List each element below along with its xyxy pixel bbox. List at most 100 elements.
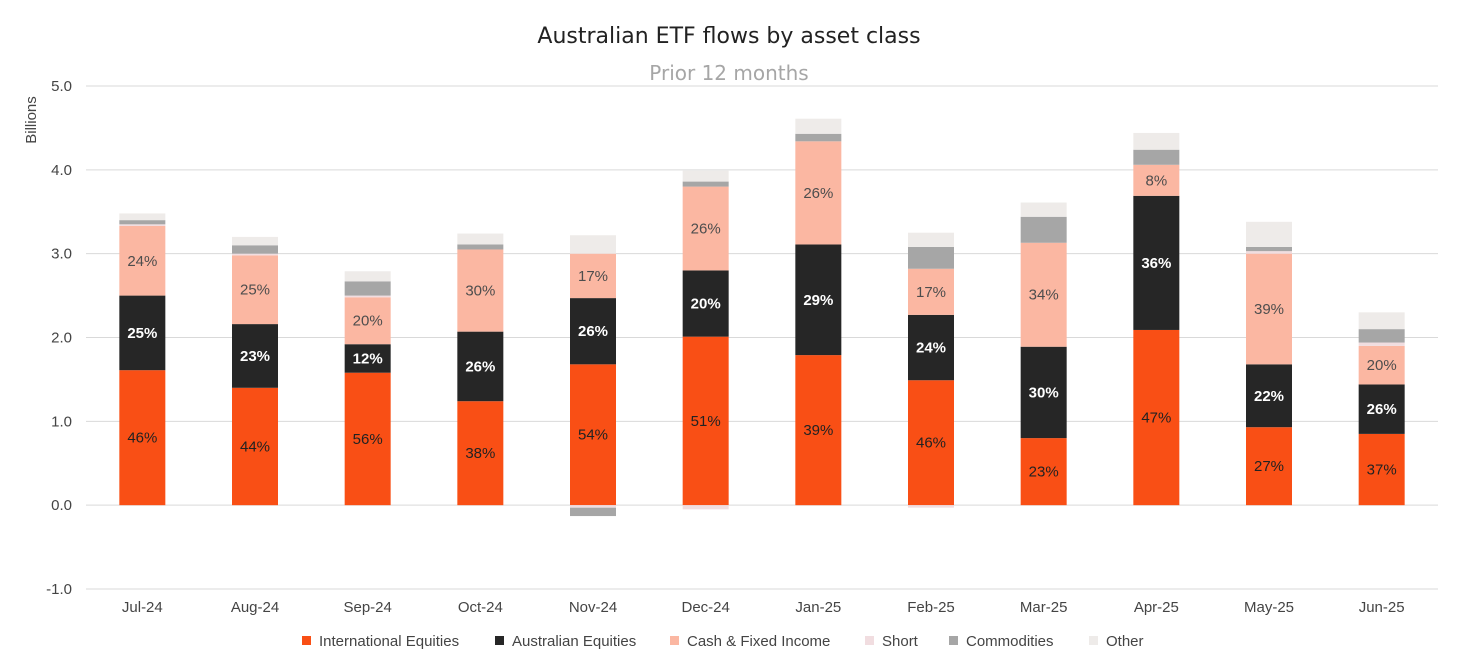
bar-segment — [570, 507, 616, 517]
y-tick-label: 2.0 — [51, 330, 72, 347]
data-label: 23% — [240, 348, 270, 365]
bar-segment — [682, 170, 729, 182]
bar-segment — [119, 370, 166, 506]
data-label: 56% — [353, 431, 383, 448]
chart-title: Australian ETF flows by asset class — [537, 24, 921, 49]
legend-label: Australian Equities — [512, 633, 636, 650]
data-label: 8% — [1145, 172, 1167, 189]
bar-segment — [682, 181, 729, 187]
data-label: 20% — [691, 296, 721, 313]
data-label: 36% — [1141, 255, 1171, 272]
legend-swatch — [1089, 636, 1098, 645]
bar-segment — [795, 141, 842, 245]
bar-segment — [119, 213, 166, 221]
bar-segment — [457, 249, 504, 332]
data-label: 26% — [578, 323, 608, 340]
bar-segment — [682, 505, 729, 510]
data-label: 29% — [803, 292, 833, 309]
y-tick-label: 1.0 — [51, 413, 72, 430]
y-tick-label: 3.0 — [51, 246, 72, 263]
bar-segment — [682, 336, 729, 506]
bar-segment — [1133, 132, 1180, 150]
data-label: 39% — [803, 422, 833, 439]
bar-segment — [232, 245, 278, 254]
bar-segment — [1246, 221, 1292, 247]
bar-segment — [1020, 438, 1067, 506]
x-tick-label: Mar-25 — [1020, 599, 1068, 616]
bar-segment — [232, 253, 278, 256]
bar-segment — [1358, 384, 1405, 434]
bar-segment — [908, 505, 954, 508]
bar-segment — [1358, 345, 1405, 385]
y-tick-label: 0.0 — [51, 497, 72, 514]
bar-segment — [344, 372, 391, 506]
data-label: 30% — [1029, 384, 1059, 401]
bar-segment — [457, 233, 504, 245]
bar-segment — [908, 268, 954, 315]
data-label: 24% — [916, 340, 946, 357]
bar-segment — [1133, 329, 1180, 506]
y-tick-label: 4.0 — [51, 162, 72, 179]
bar-segment — [570, 253, 616, 299]
bar-segment — [232, 255, 278, 325]
legend-swatch — [670, 636, 679, 645]
x-tick-label: Jan-25 — [795, 599, 841, 616]
segment-labels: 46% 25% 24% 44% 23% 25% 56% 12% 20% 38% 26% 30% 54% 2… — [127, 172, 1396, 480]
data-label: 38% — [465, 445, 495, 462]
data-label: 44% — [240, 438, 270, 455]
bar-segment — [1246, 427, 1292, 506]
bar-segment — [570, 505, 616, 508]
bar-segment — [1358, 433, 1405, 506]
x-tick-label: Feb-25 — [907, 599, 955, 616]
bar-segment — [119, 295, 166, 371]
bar-segment — [232, 324, 278, 388]
bar-segment — [1246, 246, 1292, 252]
bar-segment — [570, 235, 616, 254]
bar-segment — [908, 246, 954, 269]
bar-segment — [908, 232, 954, 247]
y-tick-label: -1.0 — [46, 581, 72, 598]
data-label: 17% — [916, 284, 946, 301]
bar-segment — [1020, 242, 1067, 347]
x-tick-label: Dec-24 — [681, 599, 729, 616]
legend-label: Other — [1106, 633, 1144, 650]
bar-segment — [1133, 149, 1180, 165]
data-label: 51% — [691, 413, 721, 430]
data-label: 26% — [803, 185, 833, 202]
legend-label: Commodities — [966, 633, 1054, 650]
legend-swatch — [302, 636, 311, 645]
data-label: 24% — [127, 253, 157, 270]
bar-segment — [344, 271, 391, 282]
bar-segment — [119, 220, 166, 225]
bar-segment — [1358, 329, 1405, 343]
data-label: 27% — [1254, 458, 1284, 475]
bar-segment — [570, 364, 616, 506]
y-tick-label: 5.0 — [51, 78, 72, 95]
bar-segment — [1358, 342, 1405, 346]
data-label: 46% — [127, 430, 157, 447]
bar-segment — [795, 133, 842, 142]
legend-swatch — [495, 636, 504, 645]
data-label: 26% — [691, 221, 721, 238]
bar-segment — [344, 297, 391, 345]
gridlines — [86, 85, 1438, 590]
x-tick-label: Oct-24 — [458, 599, 503, 616]
bars — [119, 118, 1405, 517]
y-axis-label: Billions — [23, 96, 40, 144]
x-tick-label: Nov-24 — [569, 599, 617, 616]
x-tick-label: Jul-24 — [122, 599, 163, 616]
bar-segment — [570, 298, 616, 365]
bar-segment — [1020, 202, 1067, 217]
chart-subtitle: Prior 12 months — [649, 61, 809, 85]
data-label: 25% — [127, 325, 157, 342]
data-label: 26% — [1367, 401, 1397, 418]
bar-segment — [457, 244, 504, 250]
data-label: 37% — [1367, 462, 1397, 479]
bar-segment — [682, 270, 729, 337]
bar-segment — [1358, 312, 1405, 330]
data-label: 23% — [1029, 464, 1059, 481]
bar-segment — [795, 355, 842, 506]
bar-segment — [795, 244, 842, 356]
legend-swatch — [949, 636, 958, 645]
bar-segment — [908, 380, 954, 506]
